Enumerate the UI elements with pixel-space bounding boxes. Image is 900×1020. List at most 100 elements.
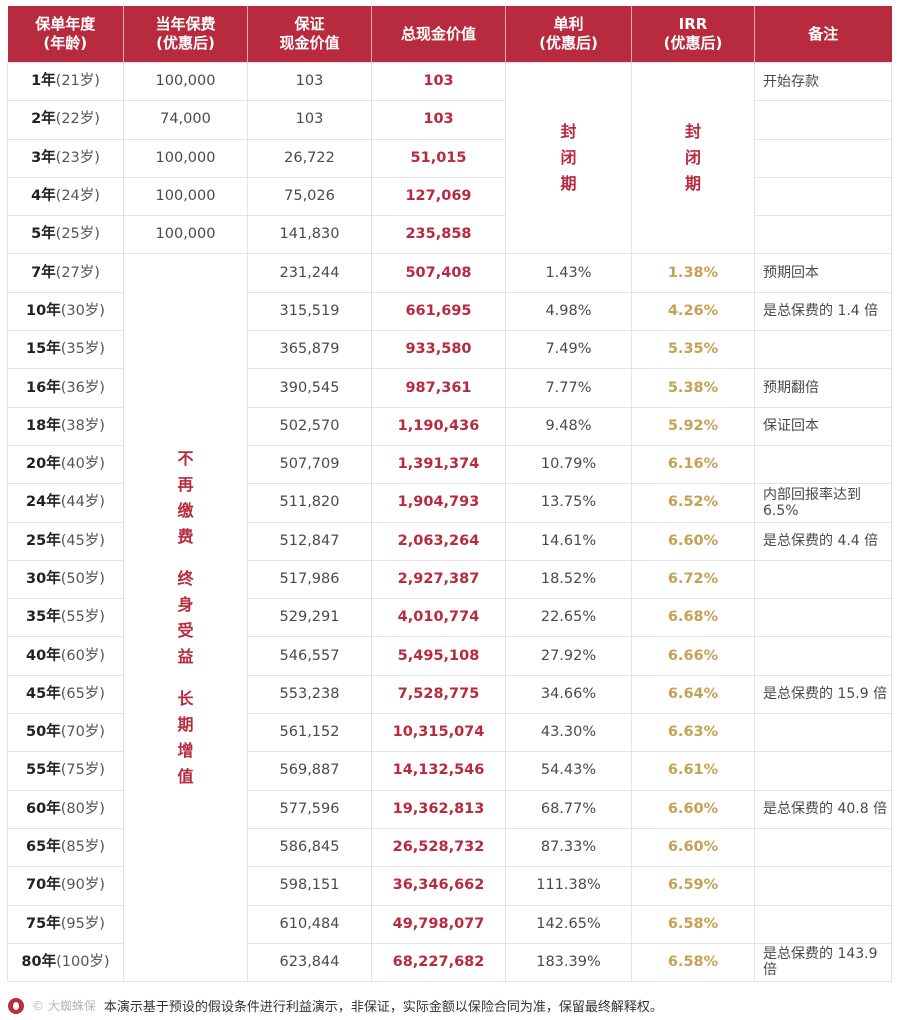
policy-year-cell: 80年(100岁) <box>7 942 124 983</box>
total-cash-value: 36,346,662 <box>371 866 506 906</box>
irr-value: 1.38% <box>631 253 755 293</box>
policy-year: 15年 <box>26 341 61 358</box>
guaranteed-cash-value: 610,484 <box>247 904 372 944</box>
annual-premium: 100,000 <box>123 61 248 102</box>
irr-value: 6.61% <box>631 751 755 791</box>
age: (80岁) <box>60 800 105 817</box>
irr-value: 6.60% <box>631 789 755 829</box>
table-row: 15年(35岁) 365,879 933,580 7.49% 5.35% <box>7 330 892 370</box>
guaranteed-cash-value: 512,847 <box>247 521 372 561</box>
table-row: 40年(60岁) 546,557 5,495,108 27.92% 6.66% <box>7 636 892 676</box>
paid-up-label-char: 增 <box>177 740 194 760</box>
age: (30岁) <box>60 302 105 319</box>
policy-year: 50年 <box>26 724 61 741</box>
paid-up-label-char: 值 <box>177 766 194 786</box>
annual-premium: 74,000 <box>123 100 248 140</box>
total-cash-value: 49,798,077 <box>371 904 506 944</box>
note <box>754 100 892 140</box>
total-cash-value: 1,391,374 <box>371 444 506 485</box>
policy-year: 7年 <box>31 264 56 281</box>
age: (90岁) <box>60 877 105 894</box>
age: (35岁) <box>60 341 105 358</box>
note: 内部回报率达到 6.5% <box>754 483 892 523</box>
header-guaranteed-cash-value: 保证 现金价值 <box>247 6 372 63</box>
total-cash-value: 1,904,793 <box>371 483 506 523</box>
simple-interest: 13.75% <box>505 483 632 523</box>
simple-interest: 34.66% <box>505 674 632 715</box>
simple-interest: 111.38% <box>505 866 632 906</box>
guaranteed-cash-value: 141,830 <box>247 215 372 255</box>
note <box>754 751 892 791</box>
header-total-cash-value: 总现金价值 <box>371 6 506 63</box>
policy-year: 60年 <box>26 800 61 817</box>
table-row: 70年(90岁) 598,151 36,346,662 111.38% 6.59% <box>7 866 892 906</box>
paid-up-label-char <box>124 550 247 566</box>
policy-year-cell: 10年(30岁) <box>7 291 124 332</box>
table-row: 24年(44岁) 511,820 1,904,793 13.75% 6.52% 内部回报率… <box>7 483 892 523</box>
note <box>754 444 892 485</box>
policy-year-cell: 7年(27岁) <box>7 253 124 293</box>
total-cash-value: 10,315,074 <box>371 713 506 753</box>
guaranteed-cash-value: 529,291 <box>247 598 372 638</box>
guaranteed-cash-value: 507,709 <box>247 444 372 485</box>
policy-year-cell: 16年(36岁) <box>7 368 124 408</box>
note <box>754 138 892 178</box>
policy-year: 45年 <box>26 685 61 702</box>
paid-up-label-char: 再 <box>177 474 194 494</box>
total-cash-value: 235,858 <box>371 215 506 255</box>
simple-interest: 87.33% <box>505 827 632 868</box>
policy-year-cell: 45年(65岁) <box>7 674 124 715</box>
guaranteed-cash-value: 75,026 <box>247 176 372 217</box>
guaranteed-cash-value: 553,238 <box>247 674 372 715</box>
policy-year: 2年 <box>31 111 56 128</box>
policy-year: 5年 <box>31 226 56 243</box>
age: (21岁) <box>55 73 100 90</box>
table-row: 7年(27岁) 不再缴费终身受益长期增值 231,244 507,408 1.43% 1.… <box>7 253 892 983</box>
irr-value: 6.68% <box>631 598 755 638</box>
table-row: 80年(100岁) 623,844 68,227,682 183.39% 6.58% 是总… <box>7 942 892 983</box>
total-cash-value: 2,927,387 <box>371 559 506 600</box>
table-header: 保单年度 (年龄) 当年保费 (优惠后) 保证 现金价值 总现金价值 单利 (优… <box>7 6 892 63</box>
policy-year-cell: 75年(95岁) <box>7 904 124 944</box>
closed-period-simple: 封闭期 <box>505 61 632 255</box>
paid-up-label-char: 身 <box>177 594 194 614</box>
note <box>754 636 892 676</box>
note <box>754 559 892 600</box>
irr-value: 6.59% <box>631 866 755 906</box>
age: (60岁) <box>60 647 105 664</box>
age: (22岁) <box>55 111 100 128</box>
simple-interest: 54.43% <box>505 751 632 791</box>
policy-year: 70年 <box>26 877 61 894</box>
header-notes: 备注 <box>754 6 892 63</box>
simple-interest: 183.39% <box>505 942 632 983</box>
guaranteed-cash-value: 569,887 <box>247 751 372 791</box>
note <box>754 330 892 370</box>
annual-premium: 100,000 <box>123 138 248 178</box>
policy-year: 55年 <box>26 762 61 779</box>
header-simple-interest: 单利 (优惠后) <box>505 6 632 63</box>
age: (55岁) <box>60 609 105 626</box>
irr-value: 6.64% <box>631 674 755 715</box>
table-row: 60年(80岁) 577,596 19,362,813 68.77% 6.60% 是总保费… <box>7 789 892 829</box>
irr-value: 6.60% <box>631 521 755 561</box>
closed-period-simple-char: 闭 <box>560 148 577 168</box>
note <box>754 904 892 944</box>
table-row: 20年(40岁) 507,709 1,391,374 10.79% 6.16% <box>7 444 892 485</box>
note: 预期翻倍 <box>754 368 892 408</box>
age: (65岁) <box>60 685 105 702</box>
policy-year-cell: 24年(44岁) <box>7 483 124 523</box>
header-annual-premium: 当年保费 (优惠后) <box>123 6 248 63</box>
note: 保证回本 <box>754 406 892 446</box>
total-cash-value: 933,580 <box>371 330 506 370</box>
policy-year-cell: 35年(55岁) <box>7 598 124 638</box>
simple-interest: 43.30% <box>505 713 632 753</box>
closed-period-simple-char: 封 <box>560 122 577 142</box>
simple-interest: 18.52% <box>505 559 632 600</box>
guaranteed-cash-value: 231,244 <box>247 253 372 293</box>
note: 是总保费的 4.4 倍 <box>754 521 892 561</box>
policy-year: 10年 <box>26 302 61 319</box>
header-irr: IRR (优惠后) <box>631 6 755 63</box>
policy-year: 35年 <box>26 609 61 626</box>
policy-year: 65年 <box>26 839 61 856</box>
irr-value: 6.72% <box>631 559 755 600</box>
